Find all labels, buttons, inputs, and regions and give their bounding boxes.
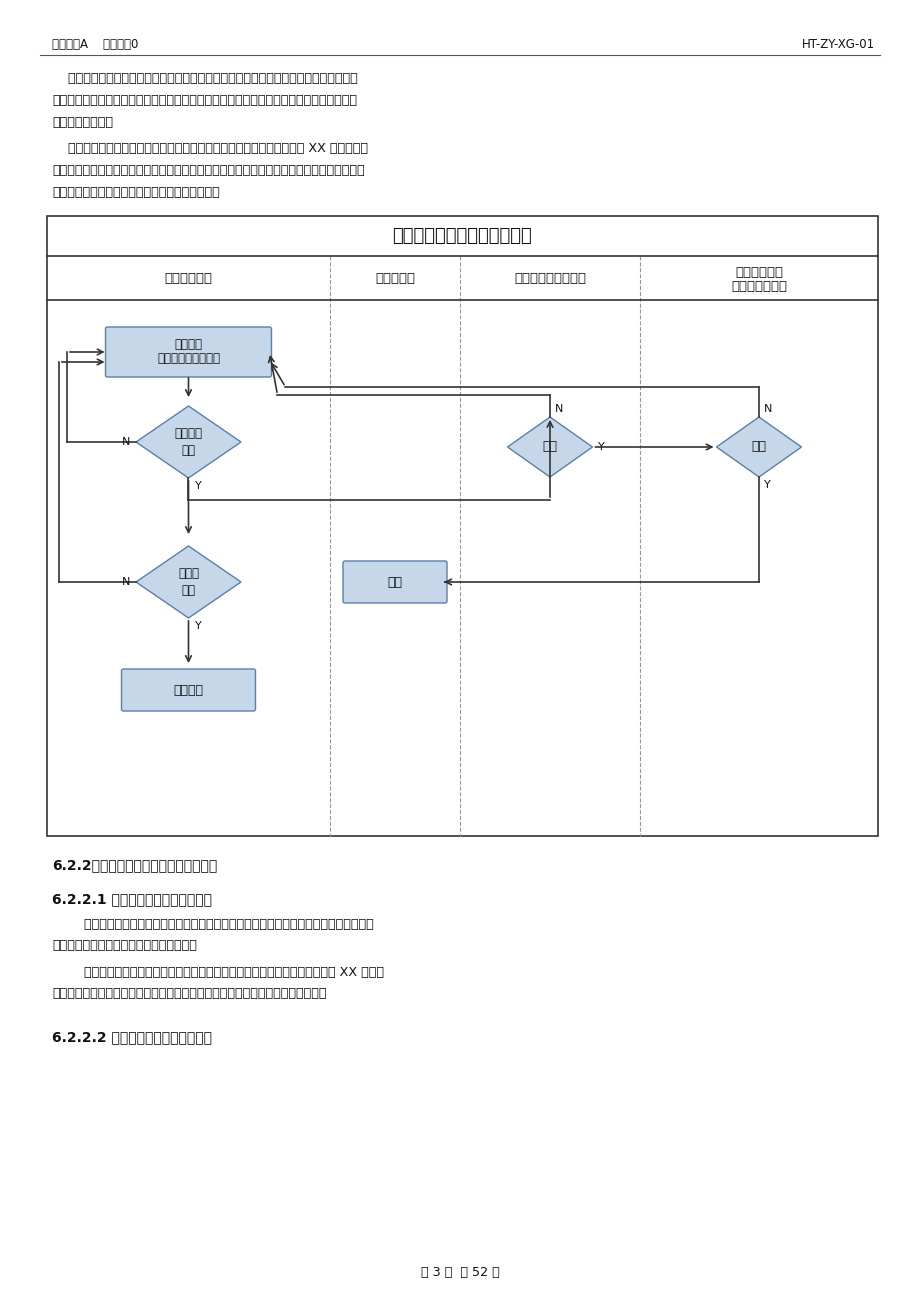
Text: Y: Y: [763, 480, 770, 490]
Text: 6.2.2.1 项目第一层网络计划的编制: 6.2.2.1 项目第一层网络计划的编制: [52, 892, 211, 906]
Text: 工作副总裁批准。: 工作副总裁批准。: [52, 116, 113, 129]
Text: Y: Y: [194, 480, 201, 491]
Text: 组织审批: 组织审批: [174, 684, 203, 697]
Text: 总经理
审定: 总经理 审定: [177, 566, 199, 598]
Text: N: N: [554, 404, 562, 414]
FancyBboxPatch shape: [343, 561, 447, 603]
Text: 第零级网络计划评审管理流程: 第零级网络计划评审管理流程: [392, 227, 532, 245]
Text: 项目总监
审核: 项目总监 审核: [175, 427, 202, 457]
Text: 第 3 页  共 52 页: 第 3 页 共 52 页: [420, 1266, 499, 1279]
Text: 划审查通过后需在五个工作日内完成评审。: 划审查通过后需在五个工作日内完成评审。: [52, 939, 197, 952]
Text: Y: Y: [596, 441, 604, 452]
Text: 会签: 会签: [542, 440, 557, 453]
Text: 发布: 发布: [387, 575, 403, 589]
Text: 项目经理: 项目经理: [175, 339, 202, 352]
FancyBboxPatch shape: [121, 669, 255, 711]
Text: N: N: [763, 404, 772, 414]
Polygon shape: [136, 406, 241, 478]
Text: 项目第零级网络计划的评审由项目管理中心负责组织，各业务模块直属主管领导及业务: 项目第零级网络计划的评审由项目管理中心负责组织，各业务模块直属主管领导及业务: [52, 72, 357, 85]
Text: 各业务模块直属领导: 各业务模块直属领导: [514, 272, 585, 285]
Text: N: N: [121, 437, 130, 447]
Text: 注：新产品开发项目的第零级网络计划需按照附件一《新产品开发项目 XX 车型第零级: 注：新产品开发项目的第零级网络计划需按照附件一《新产品开发项目 XX 车型第零级: [52, 142, 368, 155]
Text: 经营管理部: 经营管理部: [375, 272, 414, 285]
Text: 网络计划（模板）》进行编制，如项目实际开展不需要进行该项工作的，需要在网络计划的备: 网络计划（模板）》进行编制，如项目实际开展不需要进行该项工作的，需要在网络计划的…: [52, 164, 364, 177]
Text: 项目第一层网络计划在第零级网络计划完成后的五个工作日内完成，项目第一层网络计: 项目第一层网络计划在第零级网络计划完成后的五个工作日内完成，项目第一层网络计: [52, 918, 373, 931]
Text: 经理、项目团队人员参加评审，达成一致后由各业模块直属主管领导会签、集团总裁或主持: 经理、项目团队人员参加评审，达成一致后由各业模块直属主管领导会签、集团总裁或主持: [52, 94, 357, 107]
Text: 6.2.2.2 项目第一层网络计划的批准: 6.2.2.2 项目第一层网络计划的批准: [52, 1030, 211, 1044]
Polygon shape: [136, 546, 241, 618]
Text: 一层网络计划（模板）》进行编制，时间节点与内容必须与第零级网络计划一致。: 一层网络计划（模板）》进行编制，时间节点与内容必须与第零级网络计划一致。: [52, 987, 326, 1000]
Text: 汽车集团总裁: 汽车集团总裁: [734, 266, 782, 279]
Text: 编制第零级网络计划: 编制第零级网络计划: [157, 353, 220, 366]
Text: 6.2.2项目第一层网络计划的编制和批准: 6.2.2项目第一层网络计划的编制和批准: [52, 858, 217, 872]
Text: 项目第一层网络计划由各业务模块业务经理负责按附件三《新产品开发项目 XX 车型第: 项目第一层网络计划由各业务模块业务经理负责按附件三《新产品开发项目 XX 车型第: [52, 966, 383, 979]
Text: 批准: 批准: [751, 440, 766, 453]
Polygon shape: [716, 417, 800, 477]
Text: HT-ZY-XG-01: HT-ZY-XG-01: [801, 38, 874, 51]
Text: Y: Y: [194, 621, 201, 631]
Text: 主持工作副总裁: 主持工作副总裁: [731, 280, 786, 293]
Bar: [47, 216, 877, 836]
Text: N: N: [121, 577, 130, 587]
Text: 项目管理中心: 项目管理中心: [165, 272, 212, 285]
Polygon shape: [507, 417, 592, 477]
Text: 注栏进行说明原因，但不允许删除该项工作内容。: 注栏进行说明原因，但不允许删除该项工作内容。: [52, 186, 220, 199]
FancyBboxPatch shape: [106, 327, 271, 378]
Text: 版本号：A    修改码：0: 版本号：A 修改码：0: [52, 38, 138, 51]
